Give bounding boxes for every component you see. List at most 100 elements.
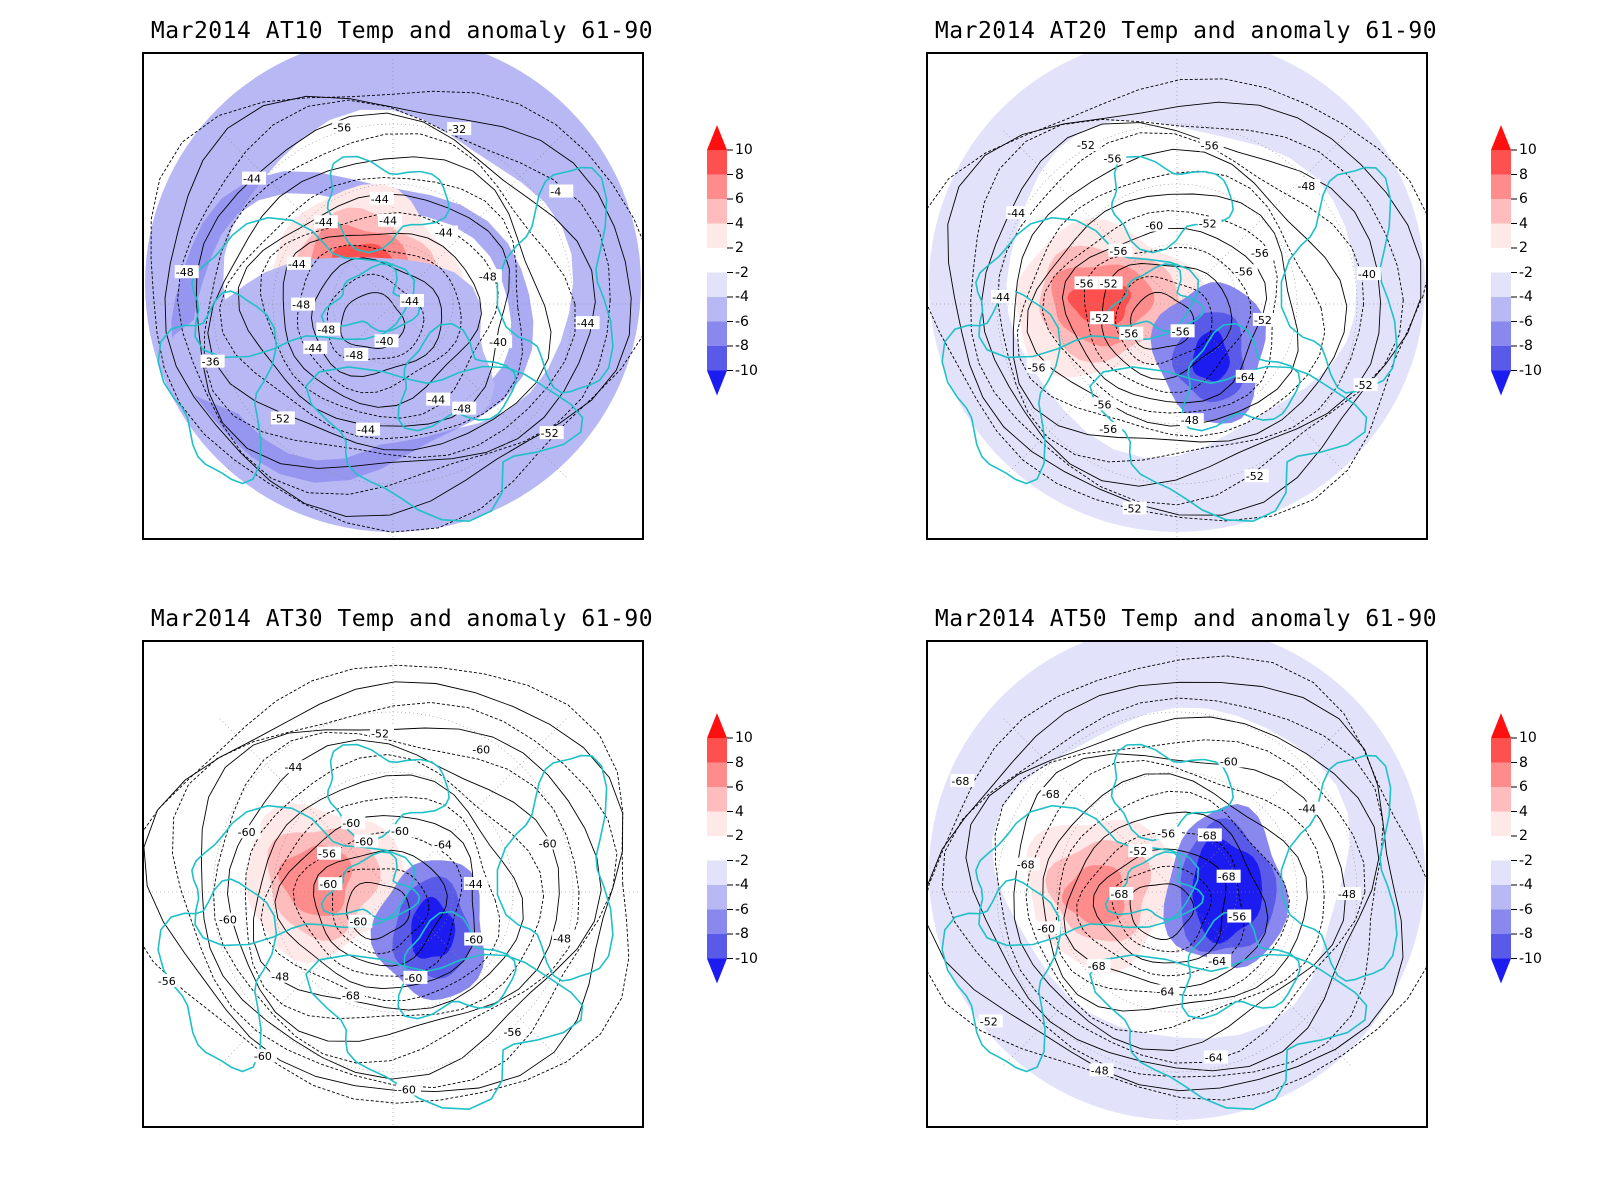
contour-label-text: -52 <box>1124 502 1142 515</box>
cold-anomaly <box>1192 330 1230 382</box>
contour-label-text: -52 <box>1199 217 1217 230</box>
contour-label: -60 <box>403 970 428 985</box>
colorbar-segment <box>1491 321 1511 347</box>
contour-label-text: -48 <box>479 270 497 283</box>
colorbar-tick-label: -6 <box>735 901 749 918</box>
colorbar-arrow-down <box>707 370 727 396</box>
contour-label-text: -48 <box>345 349 363 362</box>
contour-label-text: -40 <box>1358 268 1376 281</box>
contour-line <box>1063 811 1269 988</box>
contour-label: -56 <box>1249 246 1274 260</box>
contour-label: -48 <box>477 269 502 283</box>
contour-label-text: -44 <box>435 227 453 240</box>
contour-line <box>1061 227 1268 404</box>
contour-label: -60 <box>396 1082 421 1096</box>
colorbar-tick-label: -2 <box>1519 852 1533 869</box>
colorbar-tick-label: -4 <box>1519 289 1533 305</box>
colorbar: 10 8 6 4 2 -2 -4 -6 -8 -10 <box>1491 713 1581 1013</box>
contour-label: -68 <box>1109 887 1134 901</box>
polar-map: -68 -68 -64 -68 -48 -52 -56 -64 -68 -44 -48 -52 -56 -… <box>926 640 1428 1128</box>
contour-line <box>172 702 618 1089</box>
contour-label: -56 <box>1108 243 1133 258</box>
colorbar-tick-label: -8 <box>1519 338 1533 354</box>
contour-line <box>994 739 1366 1064</box>
coastline <box>157 878 278 1073</box>
contour-label: -60 <box>217 912 242 927</box>
contour-line <box>1042 773 1308 1012</box>
meridian <box>1176 303 1353 480</box>
colorbar-tick-label: -4 <box>735 289 749 305</box>
colorbar-arrow-up <box>1491 713 1511 738</box>
colorbar-segment <box>1491 248 1511 273</box>
contour-label-text: -56 <box>1109 245 1127 258</box>
colorbar-segment <box>707 885 727 910</box>
contour-label-text: -44 <box>357 424 375 437</box>
contour-line <box>941 697 1384 1078</box>
contour-line <box>143 664 630 1104</box>
contour-label: -60 <box>318 877 343 891</box>
colorbar-tick-label: 8 <box>1519 166 1528 183</box>
contour-label-text: -44 <box>1007 207 1025 220</box>
contour-label: -64 <box>1155 984 1180 998</box>
contour-label: -52 <box>1128 844 1153 858</box>
contour-line <box>252 774 524 1011</box>
contour-label-text: -60 <box>342 817 360 830</box>
contour-label-text: -52 <box>272 412 290 425</box>
colorbar-segment <box>1491 860 1511 886</box>
contour-label: -40 <box>374 334 399 348</box>
colorbar-segment <box>1491 762 1511 788</box>
colorbar-strip <box>707 713 733 984</box>
contour-line <box>1111 865 1213 953</box>
contour-label-text: -60 <box>355 835 373 848</box>
colorbar-segment <box>707 811 727 837</box>
coastline <box>305 365 584 523</box>
contour-label-text: -52 <box>1254 314 1272 327</box>
contour-label: -68 <box>1216 869 1241 884</box>
contour-label: -68 <box>1015 857 1040 872</box>
colorbar-tick-label: 10 <box>735 142 753 158</box>
contour-label: -60 <box>390 824 415 838</box>
contour-line <box>1025 760 1325 1034</box>
contour-label-text: -60 <box>1037 922 1055 935</box>
colorbar-segment <box>707 860 727 886</box>
contour-label: -56 <box>332 120 357 134</box>
contour-line <box>1016 170 1326 437</box>
panel-at10: Mar2014 AT10 Temp and anomaly 61-90 -44-… <box>142 0 862 560</box>
panel-at30: Mar2014 AT30 Temp and anomaly 61-90 -60 -… <box>142 588 862 1148</box>
contour-label-text: -52 <box>1246 470 1264 483</box>
colorbar-tick-label: 2 <box>735 240 744 256</box>
contour-line <box>244 754 545 1020</box>
panel-title: Mar2014 AT30 Temp and anomaly 61-90 <box>150 606 654 632</box>
contour-label: -52 <box>1353 378 1378 392</box>
contour-line <box>1129 883 1195 940</box>
contour-label: -56 <box>1092 397 1117 411</box>
meridian <box>392 891 569 1068</box>
contour-label-text: -44 <box>427 394 445 407</box>
colorbar-tick-label: 8 <box>735 754 744 771</box>
contour-label: -52 <box>270 411 295 425</box>
contour-label-text: -48 <box>271 971 289 984</box>
panel-title: Mar2014 AT20 Temp and anomaly 61-90 <box>934 18 1438 44</box>
contour-label-text: -60 <box>238 826 256 839</box>
colorbar: 10 8 6 4 2 -2 -4 -6 -8 -10 <box>707 713 797 1013</box>
warm-anomaly <box>1067 280 1132 325</box>
contour-label: -44 <box>286 256 311 271</box>
contour-label-text: -44 <box>243 173 261 186</box>
colorbar-tick-label: 8 <box>735 166 744 183</box>
contour-label-text: -48 <box>1181 414 1199 427</box>
contour-label-text: -48 <box>453 403 471 416</box>
contour-label-text: -56 <box>1094 398 1112 411</box>
coastline <box>1089 365 1368 523</box>
contour-line <box>965 716 1380 1072</box>
contour-label-text: -44 <box>379 215 397 228</box>
contour-label-text: -64 <box>434 839 452 852</box>
colorbar-segment <box>1491 223 1511 249</box>
contour-label: -48 <box>344 347 369 362</box>
colorbar-segment <box>707 787 727 812</box>
contour-label: -64 <box>432 837 457 852</box>
contour-label-text: -68 <box>342 990 360 1003</box>
contour-line <box>195 112 596 469</box>
colorbar-segment <box>1491 787 1511 812</box>
contour-label-text: -48 <box>176 266 194 279</box>
